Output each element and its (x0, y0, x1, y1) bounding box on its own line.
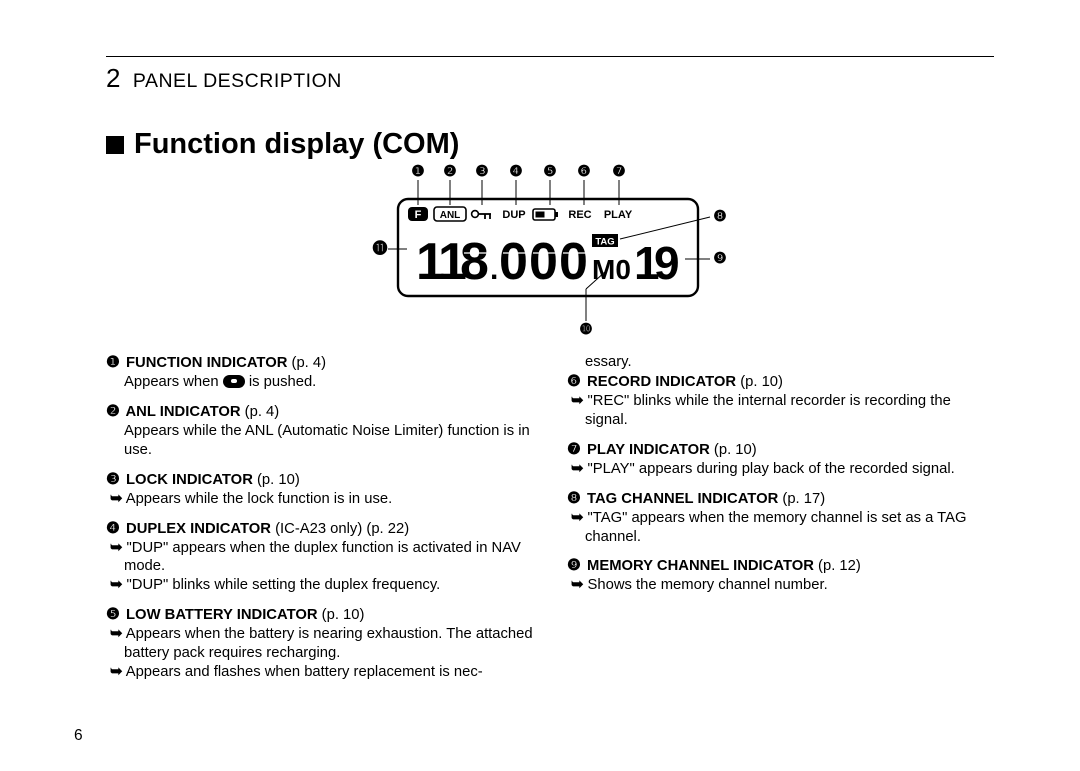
svg-text:0: 0 (499, 233, 528, 291)
item-block: ❷ ANL INDICATOR (p. 4)Appears while the … (106, 402, 533, 460)
item-subtext: Appears when is pushed. (106, 373, 533, 392)
item-subtext: Appears while the ANL (Automatic Noise L… (106, 422, 533, 460)
item-bullet: ➥ Appears when the battery is nearing ex… (106, 625, 533, 663)
svg-text:❶: ❶ (411, 163, 424, 180)
item-bullet: ➥ "PLAY" appears during play back of the… (567, 460, 994, 479)
item-head: ❾ MEMORY CHANNEL INDICATOR (p. 12) (567, 556, 994, 576)
svg-text:TAG: TAG (595, 237, 614, 248)
item-block: ❶ FUNCTION INDICATOR (p. 4)Appears when … (106, 353, 533, 392)
item-block: ❹ DUPLEX INDICATOR (IC-A23 only) (p. 22)… (106, 519, 533, 596)
item-head: ❼ PLAY INDICATOR (p. 10) (567, 440, 994, 460)
svg-text:⓫: ⓫ (372, 239, 387, 257)
svg-text:❸: ❸ (475, 163, 488, 180)
svg-text:❼: ❼ (612, 163, 625, 180)
item-bullet: ➥ Appears and flashes when battery repla… (106, 663, 533, 682)
svg-text:ANL: ANL (440, 210, 461, 221)
title-square-icon (106, 136, 124, 154)
svg-text:REC: REC (568, 209, 591, 221)
svg-text:9: 9 (654, 237, 680, 289)
item-head: ❽ TAG CHANNEL INDICATOR (p. 17) (567, 489, 994, 509)
item-head: ❷ ANL INDICATOR (p. 4) (106, 402, 533, 422)
item-bullet: ➥ "REC" blinks while the internal record… (567, 392, 994, 430)
header-rule (106, 56, 994, 57)
svg-text:DUP: DUP (502, 209, 525, 221)
svg-text:8: 8 (460, 233, 489, 291)
item-bullet: ➥ Appears while the lock function is in … (106, 490, 533, 509)
item-block: ❺ LOW BATTERY INDICATOR (p. 10)➥ Appears… (106, 605, 533, 682)
page: 2 PANEL DESCRIPTION Function display (CO… (0, 0, 1080, 771)
item-head: ❸ LOCK INDICATOR (p. 10) (106, 470, 533, 490)
svg-text:F: F (415, 209, 422, 221)
item-block: ❾ MEMORY CHANNEL INDICATOR (p. 12)➥ Show… (567, 556, 994, 595)
item-block: ❸ LOCK INDICATOR (p. 10)➥ Appears while … (106, 470, 533, 509)
svg-text:❹: ❹ (509, 163, 522, 180)
section-header: 2 PANEL DESCRIPTION (106, 63, 994, 94)
svg-text:❷: ❷ (443, 163, 456, 180)
item-bullet: ➥ "TAG" appears when the memory channel … (567, 509, 994, 547)
title-row: Function display (COM) (106, 128, 994, 161)
svg-text:0: 0 (559, 233, 588, 291)
item-block: ❼ PLAY INDICATOR (p. 10)➥ "PLAY" appears… (567, 440, 994, 479)
svg-text:❿: ❿ (579, 321, 592, 338)
page-title: Function display (COM) (134, 128, 459, 161)
svg-text:❻: ❻ (577, 163, 590, 180)
left-column: ❶ FUNCTION INDICATOR (p. 4)Appears when … (106, 353, 533, 692)
svg-text:0: 0 (529, 233, 558, 291)
svg-text:M0: M0 (592, 254, 631, 285)
item-head: ❺ LOW BATTERY INDICATOR (p. 10) (106, 605, 533, 625)
description-columns: ❶ FUNCTION INDICATOR (p. 4)Appears when … (106, 353, 994, 692)
item-bullet: ➥ Shows the memory channel number. (567, 576, 994, 595)
item-subtext: essary. (567, 353, 994, 372)
svg-text:❾: ❾ (713, 250, 726, 267)
item-block: ❻ RECORD INDICATOR (p. 10)➥ "REC" blinks… (567, 372, 994, 430)
lcd-diagram: F ANL DUP (106, 161, 994, 339)
section-title: PANEL DESCRIPTION (133, 70, 342, 92)
section-number: 2 (106, 63, 121, 93)
svg-text:PLAY: PLAY (604, 209, 633, 221)
svg-text:❽: ❽ (713, 208, 726, 225)
item-head: ❹ DUPLEX INDICATOR (IC-A23 only) (p. 22) (106, 519, 533, 539)
svg-text:.: . (490, 253, 498, 286)
svg-text:❺: ❺ (543, 163, 556, 180)
page-number: 6 (74, 727, 83, 745)
item-block: ❽ TAG CHANNEL INDICATOR (p. 17)➥ "TAG" a… (567, 489, 994, 547)
item-bullet: ➥ "DUP" appears when the duplex function… (106, 539, 533, 577)
f-badge-icon (223, 375, 245, 388)
item-head: ❻ RECORD INDICATOR (p. 10) (567, 372, 994, 392)
right-column: essary.❻ RECORD INDICATOR (p. 10)➥ "REC"… (567, 353, 994, 692)
item-head: ❶ FUNCTION INDICATOR (p. 4) (106, 353, 533, 373)
item-bullet: ➥ "DUP" blinks while setting the duplex … (106, 576, 533, 595)
